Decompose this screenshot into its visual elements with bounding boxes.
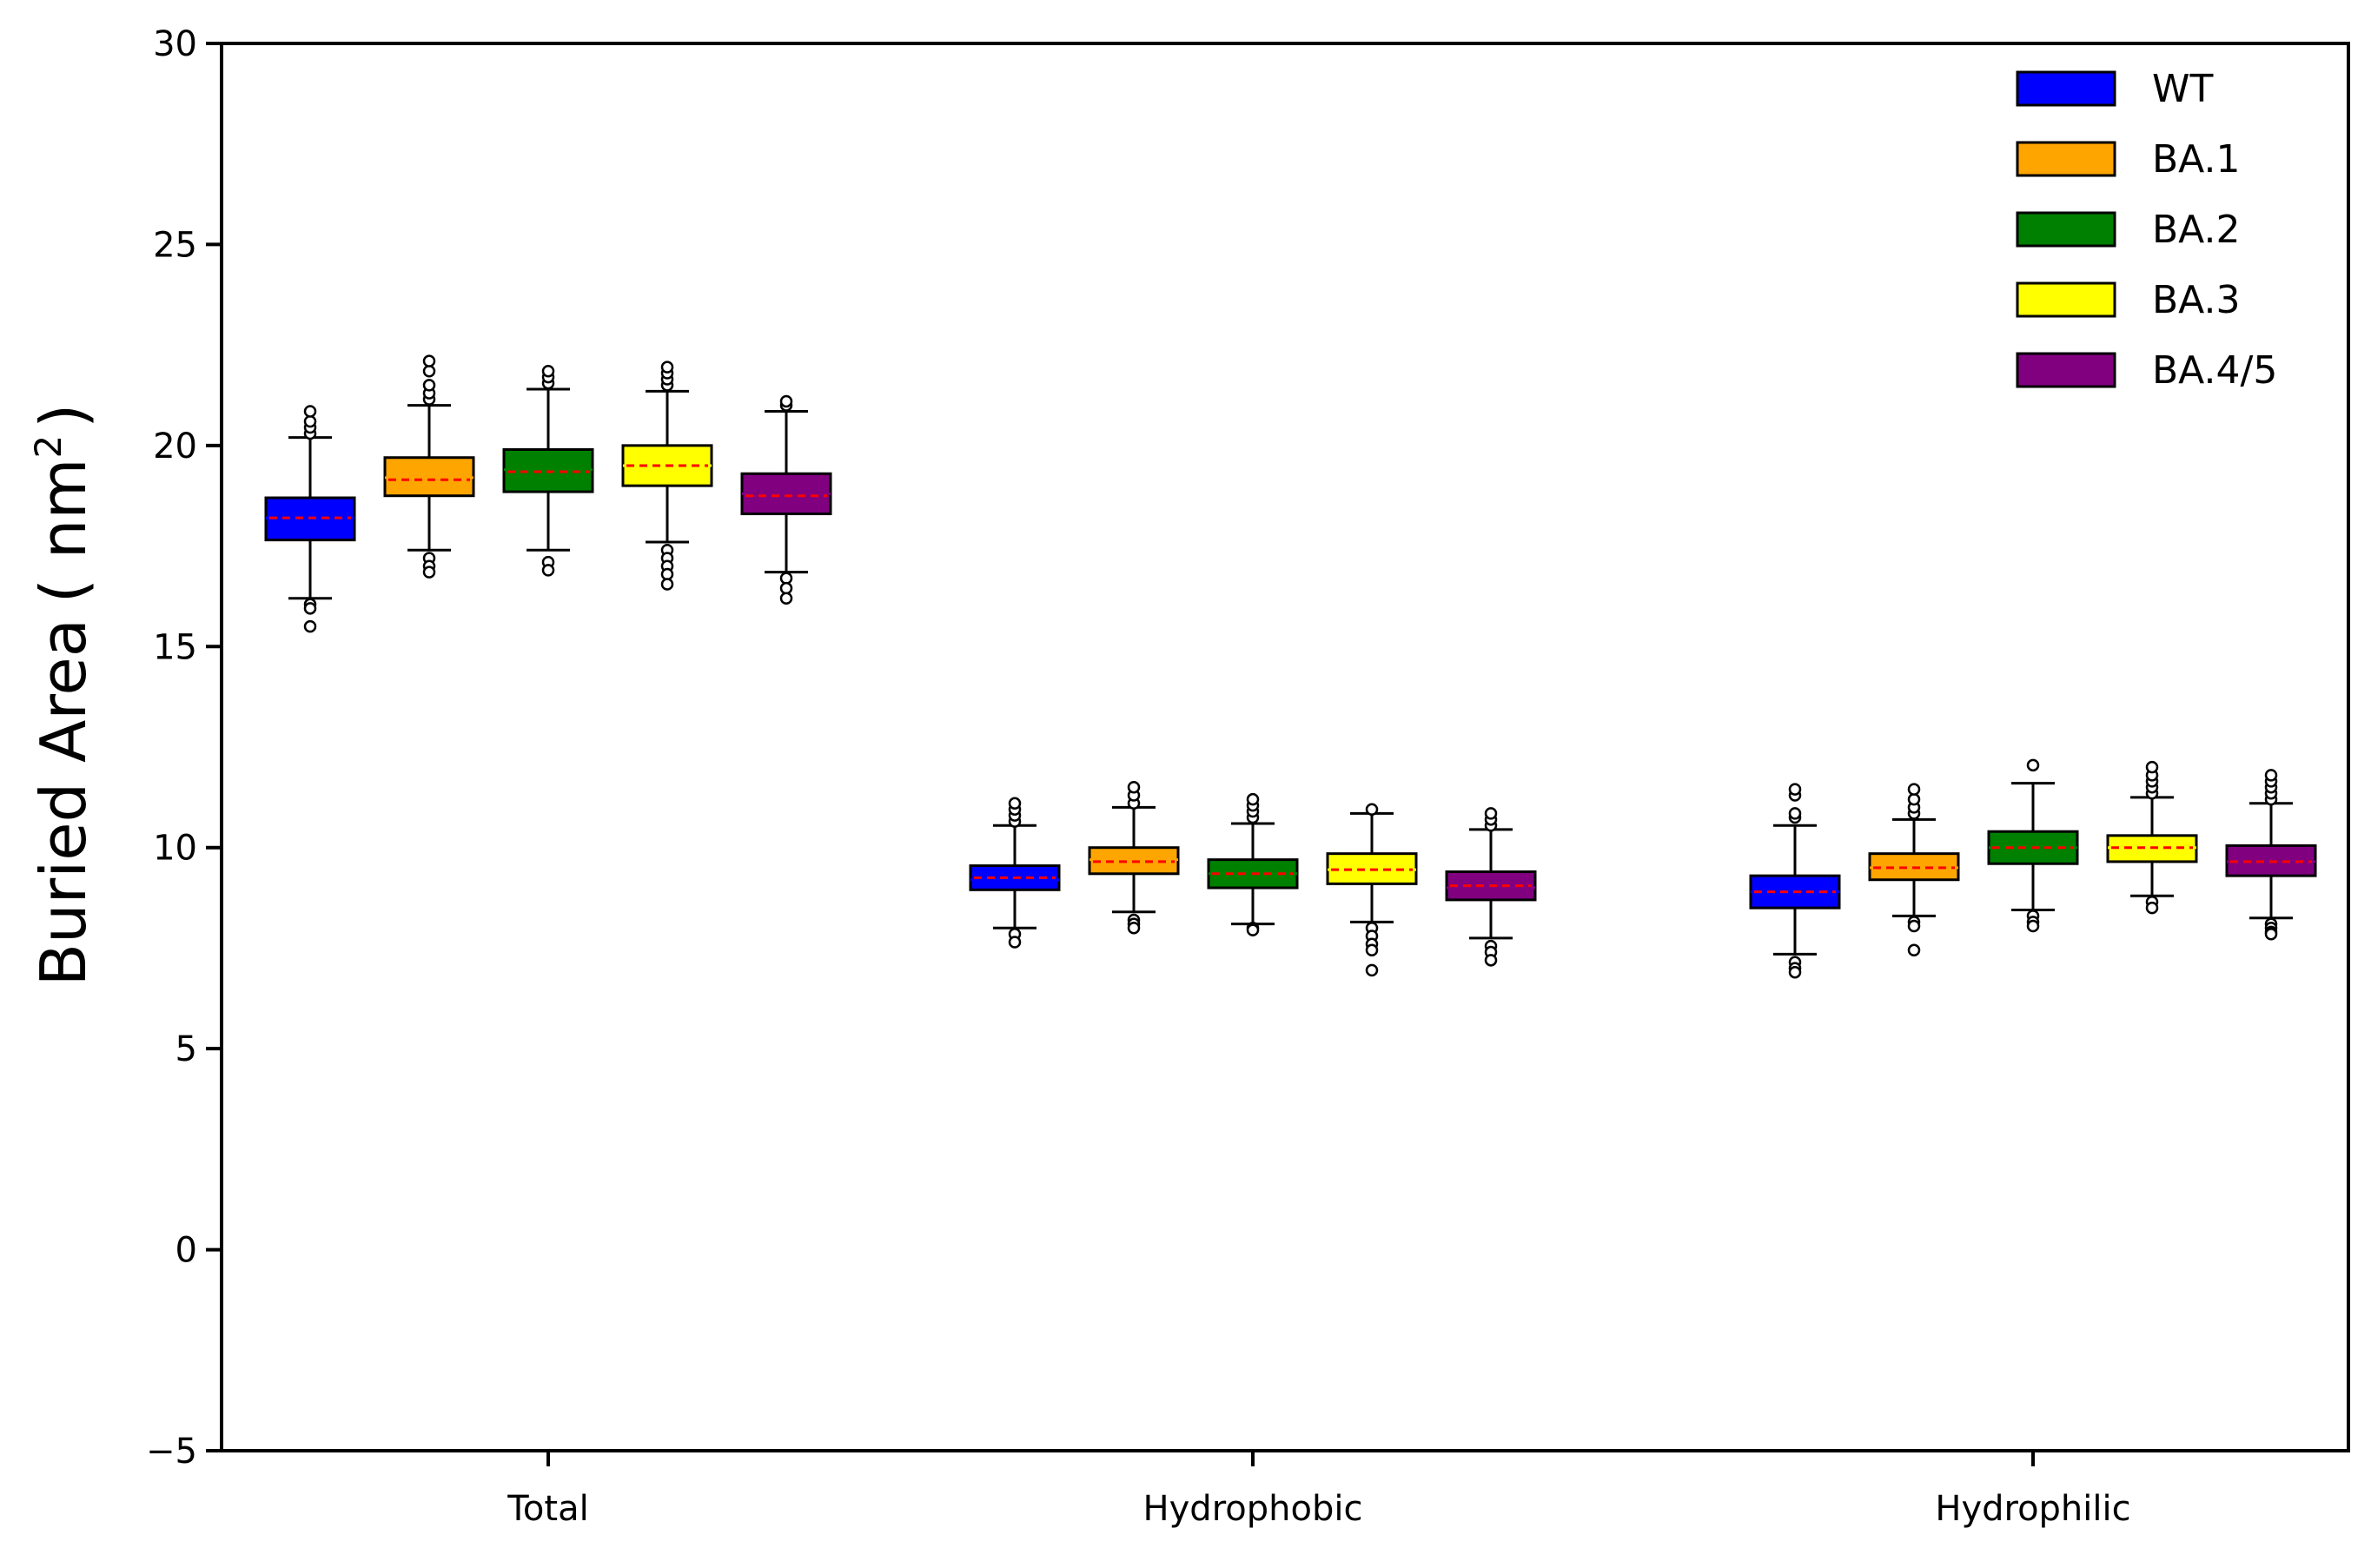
y-tick-label: 20	[153, 427, 197, 466]
outlier-point	[303, 405, 317, 418]
box	[264, 405, 356, 633]
outlier-point	[1907, 792, 1921, 806]
legend-label: BA.3	[2152, 278, 2241, 322]
outlier-point	[1484, 954, 1498, 967]
outlier-point	[422, 364, 436, 378]
y-tick-label: 5	[176, 1029, 197, 1069]
outlier-point	[1788, 807, 1802, 820]
box	[2225, 769, 2317, 941]
legend-item: BA.1	[2016, 137, 2241, 182]
outlier-point	[422, 379, 436, 392]
x-axis: Total Hydrophobic Hydrophilic	[507, 1451, 2131, 1529]
outlier-point	[1907, 783, 1921, 796]
outlier-point	[779, 581, 793, 595]
box	[1088, 781, 1180, 935]
outlier-point	[1907, 943, 1921, 956]
box	[2106, 760, 2198, 915]
y-axis-title-unit: ( nm	[27, 458, 100, 603]
outlier-point	[422, 566, 436, 579]
outlier-point	[1008, 797, 1022, 810]
legend-swatch	[2016, 211, 2116, 248]
y-axis-title-unit-sup: 2	[27, 435, 70, 459]
outlier-point	[1788, 783, 1802, 796]
box	[1326, 803, 1418, 977]
y-axis-title: Buried Area ( nm2)	[27, 404, 100, 987]
outlier-point	[779, 572, 793, 585]
legend-swatch	[2016, 352, 2116, 388]
outlier-point	[1127, 922, 1141, 935]
legend: WT BA.1 BA.2 BA.3 BA.4/5	[2016, 67, 2277, 393]
outlier-point	[779, 592, 793, 605]
legend-label: WT	[2152, 67, 2214, 111]
outlier-point	[779, 394, 793, 408]
outlier-point	[660, 567, 674, 581]
legend-item: WT	[2016, 67, 2214, 111]
y-tick-label: 15	[153, 627, 197, 667]
outlier-point	[2264, 769, 2278, 782]
outlier-point	[2026, 919, 2040, 933]
y-tick-label: 25	[153, 225, 197, 265]
y-axis-title-main: Buried Area	[27, 619, 100, 986]
legend-item: BA.3	[2016, 278, 2241, 322]
box	[1987, 758, 2079, 933]
box	[1445, 807, 1537, 967]
legend-item: BA.2	[2016, 208, 2241, 252]
outlier-point	[660, 361, 674, 374]
outlier-point	[1246, 792, 1260, 806]
outlier-point	[2026, 758, 2040, 772]
x-tick-label: Hydrophobic	[1143, 1489, 1363, 1529]
box	[1868, 783, 1960, 956]
box	[383, 354, 475, 579]
legend-label: BA.4/5	[2152, 348, 2277, 393]
outlier-point	[1246, 923, 1260, 936]
y-tick-label: 30	[153, 24, 197, 64]
series-wt	[264, 405, 1841, 979]
series-ba-1	[383, 354, 1960, 956]
outlier-point	[1788, 965, 1802, 979]
outlier-point	[1907, 919, 1921, 933]
box-series-group	[264, 354, 2317, 979]
outlier-point	[2264, 927, 2278, 941]
y-axis-title-unit-close: )	[27, 404, 100, 428]
outlier-point	[303, 619, 317, 633]
box	[1207, 792, 1299, 936]
plot-frame	[220, 42, 2350, 1452]
x-tick-label: Total	[507, 1489, 588, 1529]
series-ba-2	[502, 364, 2079, 936]
outlier-point	[1365, 803, 1379, 816]
box	[1749, 783, 1841, 979]
legend-swatch	[2016, 70, 2116, 107]
outlier-point	[1127, 781, 1141, 794]
outlier-point	[1008, 936, 1022, 949]
box	[621, 361, 713, 591]
legend-swatch	[2016, 281, 2116, 318]
x-tick-label: Hydrophilic	[1935, 1489, 2130, 1529]
box	[740, 394, 832, 605]
outlier-point	[2145, 760, 2159, 774]
outlier-point	[1365, 963, 1379, 977]
outlier-point	[541, 564, 555, 577]
outlier-point	[2145, 901, 2159, 915]
legend-swatch	[2016, 141, 2116, 177]
outlier-point	[303, 602, 317, 615]
outlier-point	[541, 364, 555, 378]
box	[502, 364, 594, 577]
outlier-point	[1484, 807, 1498, 820]
y-tick-label: −5	[146, 1432, 197, 1472]
outlier-point	[303, 414, 317, 428]
legend-item: BA.4/5	[2016, 348, 2277, 393]
box	[969, 797, 1061, 949]
legend-label: BA.2	[2152, 208, 2241, 252]
series-ba-4-5	[740, 394, 2317, 967]
outlier-point	[422, 354, 436, 367]
series-ba-3	[621, 361, 2198, 977]
legend-label: BA.1	[2152, 137, 2241, 182]
outlier-point	[1365, 943, 1379, 956]
y-tick-label: 10	[153, 829, 197, 869]
y-axis: −5 0 5 10 15 20 25 30	[146, 24, 222, 1472]
outlier-point	[660, 578, 674, 591]
y-tick-label: 0	[176, 1231, 197, 1271]
